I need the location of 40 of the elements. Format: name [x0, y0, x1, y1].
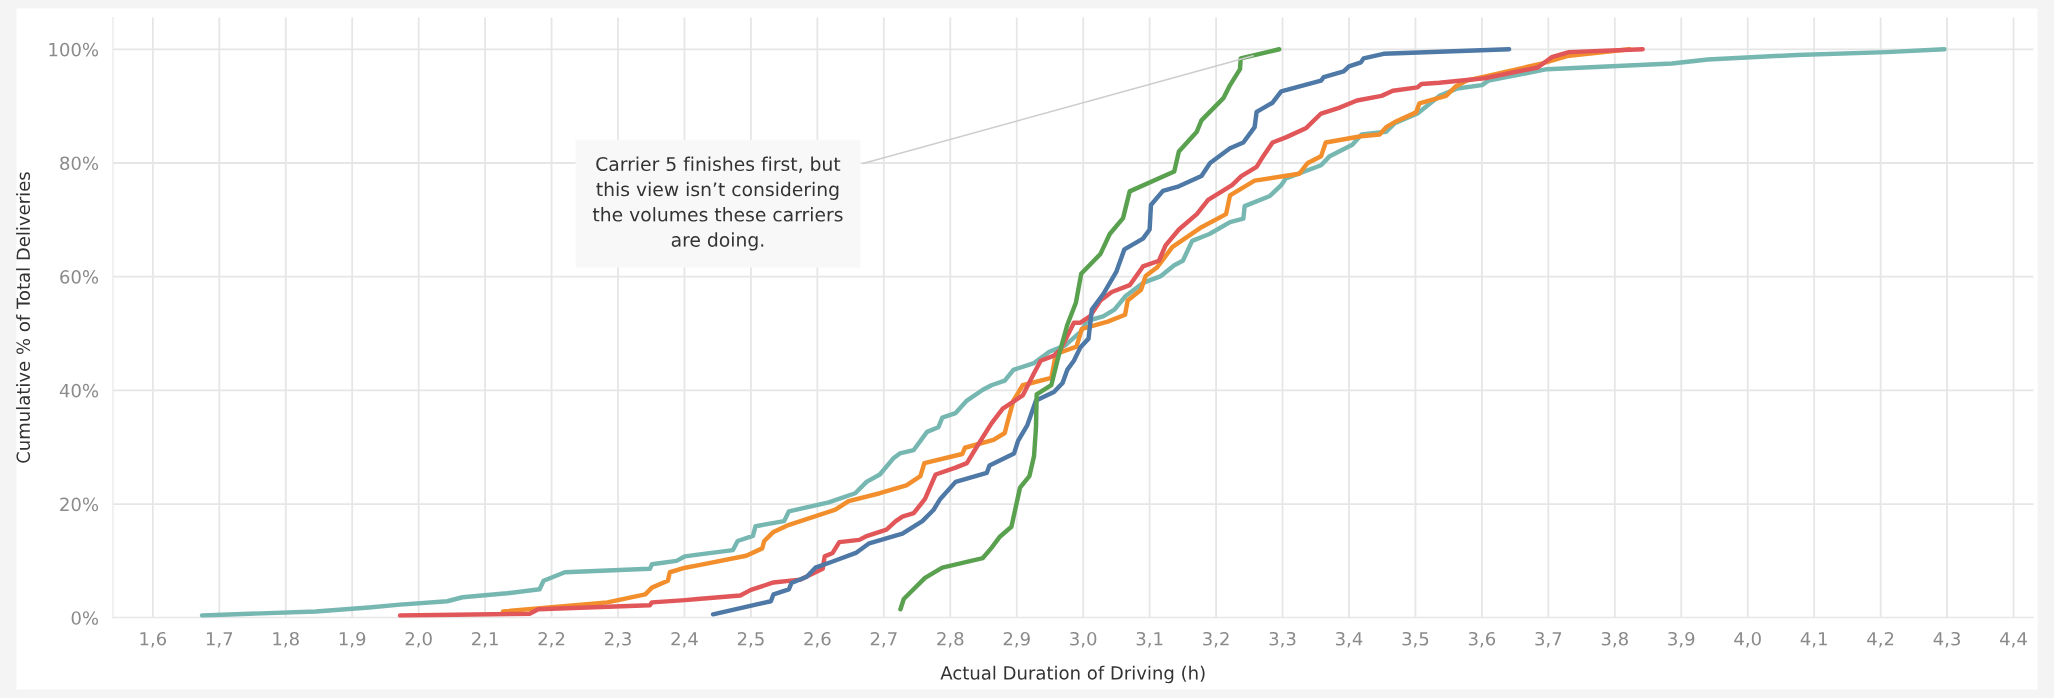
- x-tick-label: 2,0: [405, 631, 432, 648]
- x-tick-label: 2,9: [1003, 631, 1030, 648]
- x-tick-label: 1,7: [206, 632, 233, 648]
- x-tick-label: 3,3: [1269, 631, 1296, 648]
- line-series: [199, 47, 1947, 618]
- x-tick-label: 3,9: [1668, 631, 1695, 648]
- x-tick-label: 3,1: [1136, 631, 1163, 648]
- line-series: [898, 47, 1282, 612]
- y-tick-label: 20%: [60, 497, 99, 512]
- x-tick-label: 4,3: [1933, 631, 1960, 648]
- x-tick-label: 3,6: [1468, 631, 1496, 648]
- x-axis-title: Actual Duration of Driving (h): [940, 665, 1205, 684]
- x-tick-label: 2,8: [937, 631, 964, 648]
- x-tick-label: 4,1: [1800, 632, 1827, 648]
- y-axis-title: Cumulative % of Total Deliveries: [16, 172, 31, 463]
- x-tick-label: 2,1: [472, 631, 498, 648]
- x-tick-label: 3,8: [1601, 631, 1628, 648]
- y-tick-label: 40%: [59, 383, 99, 398]
- y-tick-label: 100%: [49, 42, 99, 57]
- y-tick-label: 0%: [71, 611, 99, 625]
- x-tick-label: 2,4: [671, 631, 698, 648]
- x-tick-label: 2,3: [604, 631, 631, 648]
- x-tick-label: 3,7: [1535, 631, 1562, 648]
- x-tick-label: 3,5: [1402, 631, 1429, 648]
- x-tick-label: 3,4: [1336, 631, 1363, 648]
- annotation: Carrier 5 finishes first, but this view isn’t considering the volumes these carriers are doing.: [592, 156, 843, 251]
- x-tick-label: 1,8: [273, 631, 299, 648]
- y-tick-label: 80%: [60, 156, 99, 171]
- x-tick-label: 4,4: [2000, 632, 2027, 648]
- y-tick-label: 60%: [60, 270, 99, 284]
- x-tick-label: 2,6: [804, 631, 831, 648]
- x-tick-label: 3,0: [1070, 631, 1097, 648]
- x-tick-label: 2,2: [538, 631, 565, 648]
- x-tick-label: 2,7: [870, 631, 897, 648]
- x-tick-label: 1,9: [339, 631, 366, 648]
- x-tick-label: 4,2: [1867, 631, 1894, 648]
- x-tick-label: 2,5: [737, 631, 764, 648]
- x-tick-label: 1,6: [140, 631, 167, 648]
- x-tick-label: 3,2: [1203, 631, 1229, 648]
- x-tick-label: 4,0: [1734, 631, 1761, 648]
